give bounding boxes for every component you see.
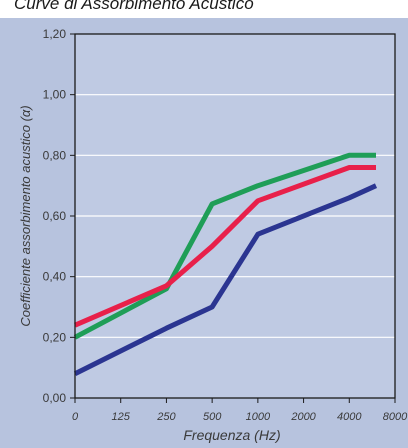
x-tick-label: 1000 [246, 411, 271, 423]
series-line-1 [73, 152, 376, 340]
y-tick-label: 0,80 [43, 148, 67, 162]
y-tick-label: 0,40 [43, 270, 67, 284]
y-tick-label: 0,60 [43, 209, 67, 223]
x-axis-label: Frequenza (Hz) [183, 427, 280, 443]
chart-panel: 0,00 0,20 0,40 0,60 0,80 1,00 1,20 0 125 250 500 1… [0, 18, 408, 448]
x-tick-label: 125 [112, 411, 131, 423]
x-tick-label: 8000 [383, 411, 408, 423]
page-title: Curve di Assorbimento Acustico [14, 0, 254, 13]
y-tick-label: 1,00 [43, 88, 67, 102]
absorption-chart: 0,00 0,20 0,40 0,60 0,80 1,00 1,20 0 125 250 500 1… [0, 18, 408, 448]
y-axis-ticks: 0,00 0,20 0,40 0,60 0,80 1,00 1,20 [43, 27, 75, 405]
y-tick-label: 1,20 [43, 27, 67, 41]
x-tick-label: 0 [72, 411, 79, 423]
y-axis-label: Coefficiente assorbimento acustico (α) [18, 105, 33, 326]
series-line-3 [73, 183, 378, 376]
y-tick-label: 0,20 [43, 330, 67, 344]
x-tick-label: 250 [156, 411, 176, 423]
x-tick-label: 4000 [337, 411, 362, 423]
y-tick-label: 0,00 [43, 391, 67, 405]
series-line-2 [74, 165, 376, 328]
x-tick-label: 500 [203, 411, 222, 423]
x-tick-label: 2000 [290, 411, 316, 423]
x-axis-ticks: 0 125 250 500 1000 2000 4000 8000 [72, 398, 408, 423]
series-lines [73, 152, 378, 376]
